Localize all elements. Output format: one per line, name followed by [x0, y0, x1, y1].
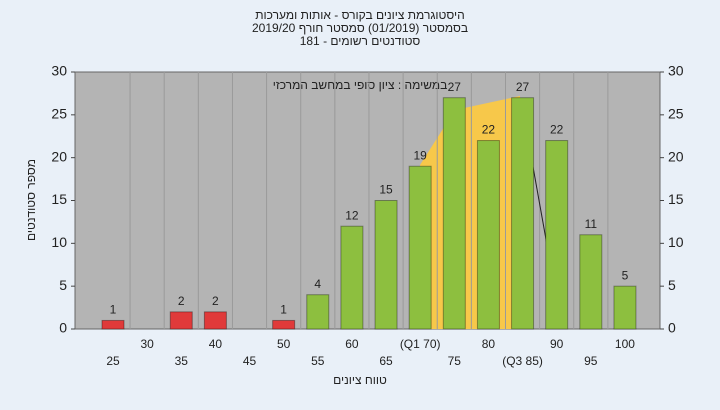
data-label: 27 [448, 80, 462, 94]
chart-title: היסטוגרמת ציונים בקורס - אותות ומערכות [255, 8, 464, 22]
x-tick-label: 65 [379, 354, 393, 368]
y2-tick-label: 30 [668, 63, 684, 79]
x-tick-label: 45 [243, 354, 257, 368]
data-label: 5 [622, 268, 629, 282]
y-tick-label: 5 [59, 277, 67, 293]
bar [408, 165, 432, 330]
x-tick-label: 30 [140, 337, 154, 351]
y2-tick-label: 0 [668, 320, 676, 336]
x-tick-label: 60 [345, 337, 359, 351]
bar [272, 319, 296, 330]
bar [613, 285, 637, 330]
data-label: 1 [110, 303, 117, 317]
data-label: 4 [314, 277, 321, 291]
data-label: 2 [178, 294, 185, 308]
plot-area [74, 71, 661, 330]
bar [579, 234, 603, 330]
y-tick-label: 15 [51, 191, 67, 207]
bar [442, 97, 466, 330]
x-tick-label: 35 [175, 354, 189, 368]
x-axis-label: טווח ציונים [333, 373, 387, 387]
x-tick-label: (Q1 70) [400, 337, 441, 351]
y-tick-label: 0 [59, 320, 67, 336]
x-tick-label: 55 [311, 354, 325, 368]
y-tick-label: 20 [51, 148, 67, 164]
bar [511, 97, 535, 330]
y2-tick-label: 10 [668, 234, 684, 250]
y-axis-label: מספר סטודנטים [24, 159, 38, 241]
data-label: 19 [413, 148, 427, 162]
data-label: 22 [550, 123, 564, 137]
x-tick-label: 100 [615, 337, 635, 351]
y-tick-label: 10 [51, 234, 67, 250]
bar [169, 311, 193, 330]
x-tick-label: 50 [277, 337, 291, 351]
data-label: 1 [280, 303, 287, 317]
data-label: 15 [379, 183, 393, 197]
y-tick-label: 30 [51, 63, 67, 79]
bar [203, 311, 227, 330]
chart-title: בסמסטר (01/2019) סמסטר חורף 2019/20 [252, 21, 468, 35]
annotation: במשימה : ציון סופי במחשב המרכזי [273, 78, 448, 92]
y2-tick-label: 5 [668, 277, 676, 293]
x-tick-label: 40 [209, 337, 223, 351]
x-tick-label: 80 [482, 337, 496, 351]
x-tick-label: 75 [448, 354, 462, 368]
chart-title: סטודנטים רשומים - 181 [300, 34, 421, 48]
data-label: 22 [482, 123, 496, 137]
x-tick-label: (Q3 85) [502, 354, 543, 368]
bar [476, 140, 500, 330]
x-tick-label: 90 [550, 337, 564, 351]
bar [545, 140, 569, 330]
data-label: 11 [585, 217, 598, 231]
bar [340, 225, 364, 330]
bar [101, 319, 125, 330]
bar [374, 200, 398, 330]
y2-tick-label: 25 [668, 106, 684, 122]
data-label: 27 [516, 80, 530, 94]
y2-tick-label: 20 [668, 148, 684, 164]
x-tick-label: 95 [584, 354, 598, 368]
data-label: 2 [212, 294, 219, 308]
x-tick-label: 25 [106, 354, 120, 368]
y2-tick-label: 15 [668, 191, 684, 207]
data-label: 12 [345, 208, 359, 222]
y-tick-label: 25 [51, 106, 67, 122]
bar [306, 294, 330, 330]
